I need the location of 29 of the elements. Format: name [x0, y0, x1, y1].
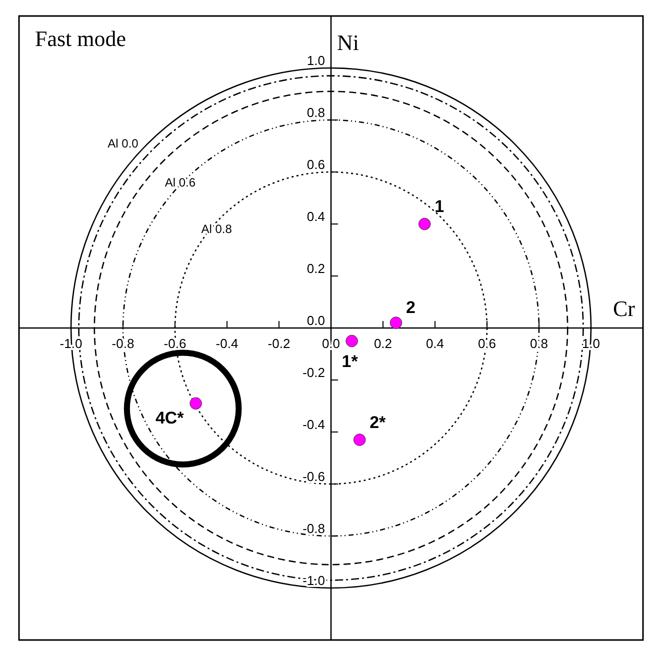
series-label: 2 — [406, 298, 416, 317]
x-tick-label: 0.4 — [426, 336, 444, 351]
y-tick-label: 0.4 — [306, 209, 325, 224]
y-tick-label: 0.6 — [306, 157, 325, 172]
x-axis-title: Cr — [613, 296, 636, 321]
annotation: Al 0.6 — [164, 175, 196, 190]
y-tick-label: 0.0 — [306, 313, 325, 328]
annotation: Al 0.0 — [108, 136, 139, 150]
series-label: 1 — [434, 197, 444, 216]
series-label: 2* — [370, 412, 386, 432]
x-tick-label: -0.6 — [164, 336, 186, 351]
text: Fast mode — [35, 26, 126, 51]
series-label: 4C* — [155, 408, 184, 428]
x-tick-label: -0.8 — [112, 336, 134, 351]
y-tick-label: -0.2 — [302, 365, 325, 380]
y-tick-label: 0.2 — [306, 261, 325, 276]
y-tick-label: 1.0 — [306, 53, 325, 68]
annotation: Al 0.8 — [201, 222, 232, 236]
series-label: 1* — [342, 352, 358, 371]
x-tick-label: -0.2 — [268, 336, 290, 351]
x-tick-label: 0.8 — [530, 336, 548, 351]
x-tick-label: 0.2 — [374, 336, 392, 351]
y-tick-label: -0.6 — [302, 469, 325, 484]
y-axis-title: Ni — [337, 30, 359, 55]
y-tick-label: 0.8 — [306, 105, 325, 120]
y-tick-label: -0.8 — [302, 521, 325, 536]
x-tick-label: 0.6 — [478, 336, 496, 351]
y-tick-label: -0.4 — [302, 417, 325, 432]
x-tick-label: -0.4 — [216, 336, 238, 351]
